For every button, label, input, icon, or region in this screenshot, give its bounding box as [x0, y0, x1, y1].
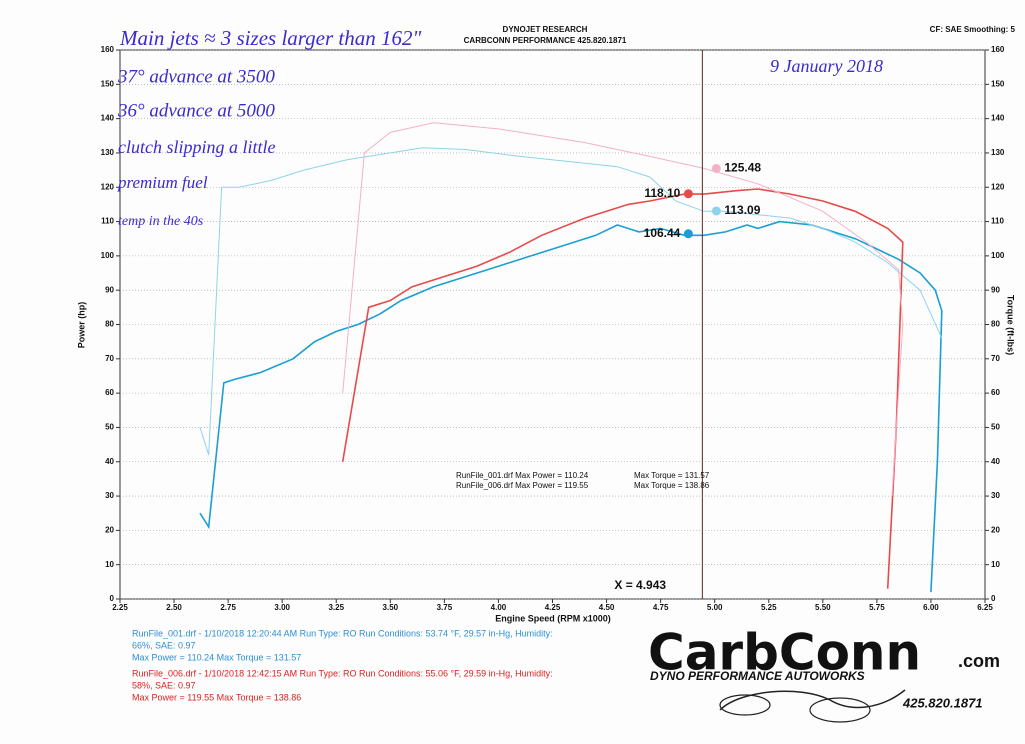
logo-wheel [719, 694, 771, 716]
y2-tick-label: 150 [991, 79, 1005, 88]
y2-tick-label: 110 [991, 217, 1004, 226]
series-line [199, 220, 943, 593]
header-settings: CF: SAE Smoothing: 5 [930, 25, 1016, 34]
y-tick-label: 140 [101, 114, 115, 123]
summary-torque: Max Torque = 138.86 [634, 481, 710, 490]
cursor-value: 106.44 [644, 226, 681, 240]
y2-tick-label: 20 [991, 525, 1000, 534]
x-tick-label: 3.50 [383, 603, 399, 612]
handwritten-note: 37° advance at 3500 [117, 66, 275, 87]
y2-tick-label: 0 [991, 594, 996, 603]
x-tick-label: 4.00 [491, 603, 507, 612]
logo-phone: 425.820.1871 [902, 695, 983, 710]
y-tick-label: 30 [105, 491, 114, 500]
y2-axis-label: Torque (ft-lbs) [1006, 295, 1016, 355]
y-tick-label: 0 [110, 594, 115, 603]
cursor-value: 125.48 [724, 161, 761, 175]
header-title: DYNOJET RESEARCH [503, 25, 588, 34]
handwritten-note: clutch slipping a little [118, 137, 275, 157]
y-tick-label: 80 [105, 320, 114, 329]
run-info: 66%, SAE: 0.97 [132, 640, 196, 650]
series-line [341, 188, 904, 589]
run-info: RunFile_001.drf - 1/10/2018 12:20:44 AM … [132, 628, 553, 638]
x-tick-label: 3.00 [274, 603, 290, 612]
y2-tick-label: 30 [991, 491, 1000, 500]
cursor-value: 118.10 [644, 186, 680, 200]
y2-tick-label: 40 [991, 457, 1000, 466]
y2-tick-label: 50 [991, 423, 1000, 432]
x-tick-label: 2.50 [166, 603, 182, 612]
y-tick-label: 20 [105, 525, 114, 534]
handwritten-note: 9 January 2018 [770, 56, 883, 76]
cursor-dot [683, 229, 693, 239]
cursor-dot [683, 189, 693, 199]
y-tick-label: 50 [105, 423, 114, 432]
y2-tick-label: 140 [991, 114, 1005, 123]
x-tick-label: 5.00 [707, 603, 723, 612]
header-subtitle: CARBCONN PERFORMANCE 425.820.1871 [464, 36, 627, 45]
x-tick-label: 6.00 [923, 603, 939, 612]
logo-text: CarbConn [648, 624, 921, 682]
logo-tagline: DYNO PERFORMANCE AUTOWORKS [650, 669, 865, 683]
x-axis-label: Engine Speed (RPM x1000) [495, 613, 611, 623]
y2-tick-label: 100 [991, 251, 1005, 260]
handwritten-note: 36° advance at 5000 [117, 100, 275, 121]
logo-swoosh [719, 689, 906, 711]
y-tick-label: 10 [105, 560, 114, 569]
x-tick-label: 5.75 [869, 603, 885, 612]
y-tick-label: 120 [101, 182, 115, 191]
run-info: 58%, SAE: 0.97 [132, 680, 196, 690]
y2-tick-label: 130 [991, 148, 1005, 157]
x-tick-label: 3.75 [437, 603, 453, 612]
y2-tick-label: 80 [991, 320, 1000, 329]
x-tick-label: 3.25 [328, 603, 344, 612]
y2-tick-label: 10 [991, 560, 1000, 569]
run-info: Max Power = 119.55 Max Torque = 138.86 [132, 692, 301, 702]
handwritten-note: premium fuel [117, 173, 208, 192]
logo-suffix: .com [958, 651, 1000, 671]
y-tick-label: 70 [105, 354, 114, 363]
handwritten-note: Main jets ≈ 3 sizes larger than 162" [119, 26, 421, 50]
y-tick-label: 60 [105, 388, 114, 397]
y-tick-label: 90 [105, 285, 114, 294]
x-tick-label: 4.25 [545, 603, 561, 612]
y-tick-label: 40 [105, 457, 114, 466]
summary-power: RunFile_006.drf Max Power = 119.55 [456, 481, 589, 490]
x-tick-label: 5.50 [815, 603, 831, 612]
logo-wheel [809, 697, 871, 723]
y2-tick-label: 120 [991, 182, 1005, 191]
summary-power: RunFile_001.drf Max Power = 110.24 [456, 471, 589, 480]
y2-tick-label: 60 [991, 388, 1000, 397]
run-info: Max Power = 110.24 Max Torque = 131.57 [132, 652, 301, 662]
x-tick-label: 2.25 [112, 603, 128, 612]
x-tick-label: 2.75 [220, 603, 236, 612]
y-tick-label: 130 [101, 148, 115, 157]
y2-tick-label: 90 [991, 285, 1000, 294]
x-tick-label: 5.25 [761, 603, 777, 612]
y2-tick-label: 70 [991, 354, 1000, 363]
y-axis-label: Power (hp) [76, 302, 86, 349]
y-tick-label: 160 [101, 45, 115, 54]
cursor-dot [711, 206, 721, 216]
x-tick-label: 6.25 [977, 603, 993, 612]
summary-torque: Max Torque = 131.57 [634, 471, 710, 480]
handwritten-note: temp in the 40s [118, 214, 204, 229]
cursor-dot [711, 163, 721, 173]
y-tick-label: 150 [101, 79, 115, 88]
run-info: RunFile_006.drf - 1/10/2018 12:42:15 AM … [132, 668, 553, 678]
cursor-value: 113.09 [724, 203, 760, 217]
cursor-label: X = 4.943 [614, 578, 666, 592]
series-line [199, 147, 943, 456]
y-tick-label: 110 [101, 217, 114, 226]
x-tick-label: 4.75 [653, 603, 669, 612]
x-tick-label: 4.50 [599, 603, 615, 612]
series-line [342, 122, 904, 497]
logo: CarbConn .com DYNO PERFORMANCE AUTOWORKS… [648, 624, 1000, 723]
y2-tick-label: 160 [991, 45, 1005, 54]
y-tick-label: 100 [101, 251, 115, 260]
